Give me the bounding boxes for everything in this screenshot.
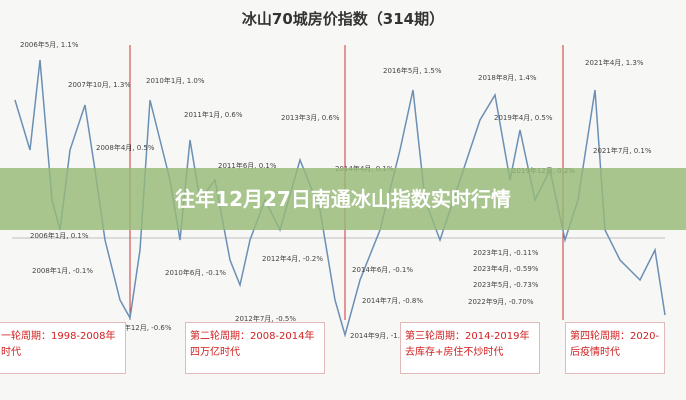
annotation: 2006年5月, 1.1% — [20, 41, 79, 49]
annotation: 2023年4月, -0.59% — [473, 265, 539, 273]
annotation: 2014年9月, -1.0% — [350, 332, 412, 340]
phase-era: 去库存+房住不炒时代 — [405, 347, 504, 358]
phase-box: 第三轮周期：2014-2019年 去库存+房住不炒时代 — [400, 322, 540, 374]
annotation: 2008年4月, 0.5% — [96, 144, 155, 152]
phase-box: 第四轮周期：2020- 后疫情时代 — [565, 322, 665, 374]
phase-title: 一轮周期：1998-2008年 — [1, 331, 116, 342]
annotation: 2022年9月, -0.70% — [468, 298, 534, 306]
annotation: 2023年1月, -0.11% — [473, 249, 539, 257]
phase-era: 四万亿时代 — [190, 347, 240, 358]
phase-title: 第三轮周期：2014-2019年 — [405, 331, 530, 342]
annotation: 2021年4月, 1.3% — [585, 59, 644, 67]
annotation: 2007年10月, 1.3% — [68, 81, 131, 89]
chart-title: 冰山70城房价指数（314期） — [241, 10, 445, 28]
annotation: 2019年4月, 0.5% — [494, 114, 553, 122]
annotation: 2023年5月, -0.73% — [473, 281, 539, 289]
banner: 往年12月27日南通冰山指数实时行情 — [0, 168, 686, 230]
annotation: 2010年1月, 1.0% — [146, 77, 205, 85]
phase-title: 第二轮周期：2008-2014年 — [190, 331, 315, 342]
annotation: 2008年1月, -0.1% — [32, 267, 94, 275]
annotation: 2011年1月, 0.6% — [184, 111, 243, 119]
annotation: 2011年6月, 0.1% — [218, 162, 277, 170]
phase-box: 一轮周期：1998-2008年 时代 — [0, 322, 126, 374]
phase-era: 后疫情时代 — [570, 347, 620, 358]
phase-box: 第二轮周期：2008-2014年 四万亿时代 — [185, 322, 325, 374]
phase-era: 时代 — [1, 347, 21, 358]
phase-title: 第四轮周期：2020- — [570, 331, 660, 342]
annotation: 2012年7月, -0.5% — [235, 315, 297, 323]
annotation: 2014年7月, -0.8% — [362, 297, 424, 305]
annotation: 2021年7月, 0.1% — [593, 147, 652, 155]
annotation: 2010年6月, -0.1% — [165, 269, 227, 277]
annotation: 2016年5月, 1.5% — [383, 67, 442, 75]
annotation: 2012年4月, -0.2% — [262, 255, 324, 263]
annotation: 2008年12月, -0.6% — [106, 324, 172, 332]
annotation: 2014年6月, -0.1% — [352, 266, 414, 274]
annotation: 2006年1月, 0.1% — [30, 232, 89, 240]
annotation: 2018年8月, 1.4% — [478, 74, 537, 82]
annotation: 2013年3月, 0.6% — [281, 114, 340, 122]
